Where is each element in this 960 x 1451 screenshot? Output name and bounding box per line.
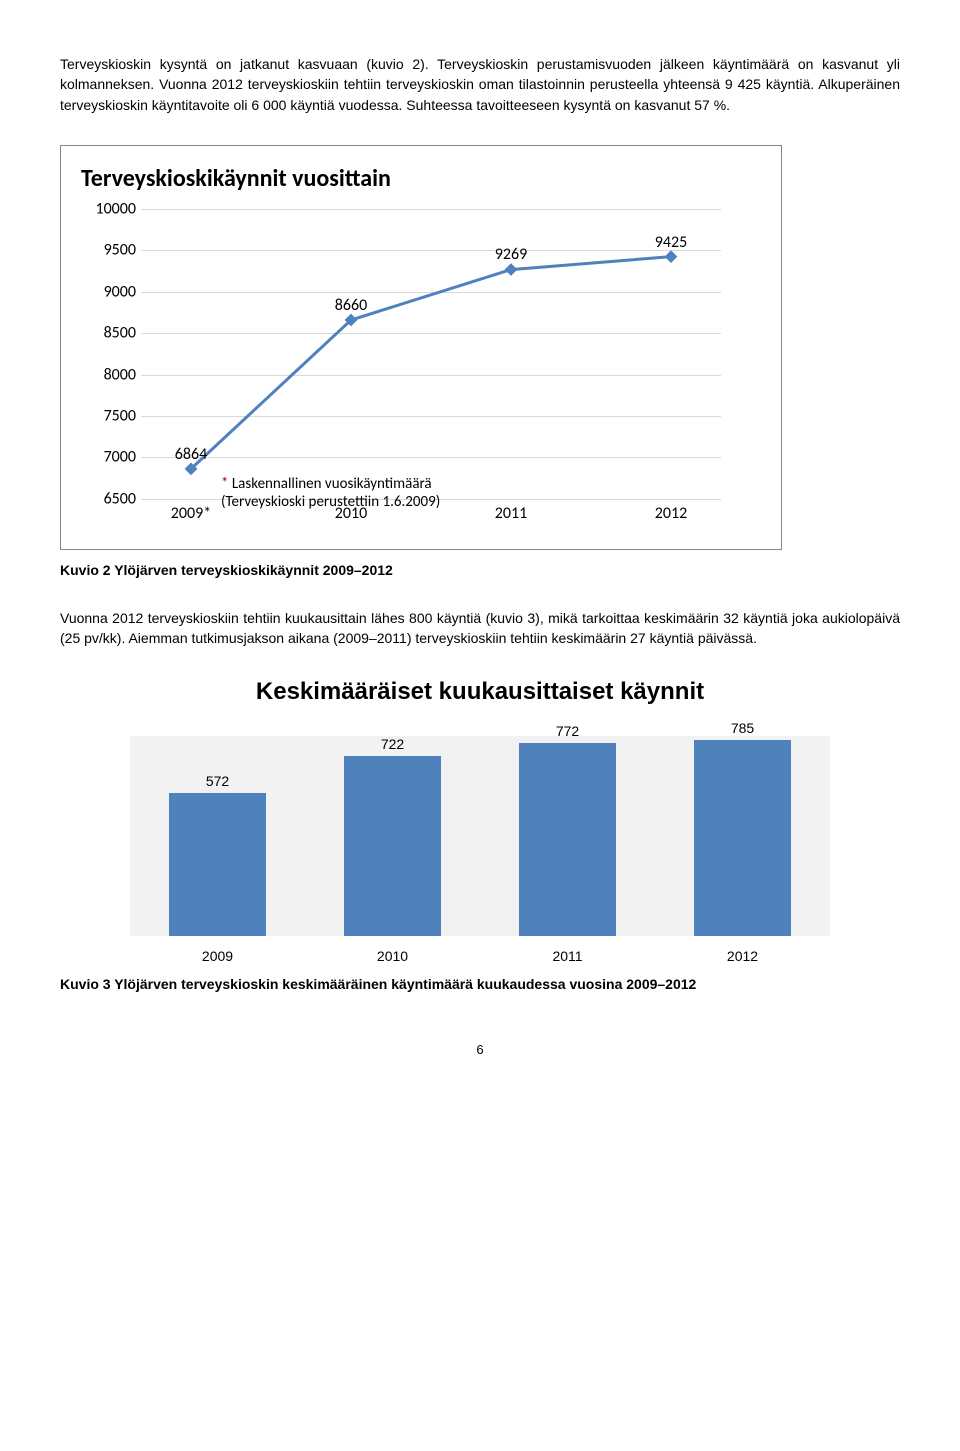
bar: 772 (519, 743, 615, 936)
bar-value-label: 772 (556, 723, 579, 739)
bar-xtick-label: 2012 (727, 948, 758, 964)
ytick-label: 6500 (86, 489, 136, 508)
line-data-label: 8660 (335, 296, 367, 315)
bar-xtick-label: 2009 (202, 948, 233, 964)
ytick-label: 7500 (86, 407, 136, 426)
ytick-label: 10000 (86, 199, 136, 218)
line-chart-footnote: * Laskennallinen vuosikäyntimäärä(Tervey… (221, 475, 440, 511)
bar-value-label: 572 (206, 773, 229, 789)
bar: 722 (344, 756, 440, 937)
bar-value-label: 722 (381, 736, 404, 752)
bar-chart-title: Keskimääräiset kuukausittaiset käynnit (130, 678, 830, 706)
xtick-label: 2012 (655, 504, 687, 523)
figure-2-caption: Kuvio 2 Ylöjärven terveyskioskikäynnit 2… (60, 562, 900, 578)
intro-paragraph-2: Vuonna 2012 terveyskioskiin tehtiin kuuk… (60, 608, 900, 649)
page-number: 6 (60, 1042, 900, 1057)
line-data-label: 9269 (495, 245, 527, 264)
bar-xtick-label: 2010 (377, 948, 408, 964)
intro-paragraph-1: Terveyskioskin kysyntä on jatkanut kasvu… (60, 54, 900, 115)
line-data-label: 9425 (655, 233, 687, 252)
ytick-label: 8000 (86, 365, 136, 384)
ytick-label: 9000 (86, 282, 136, 301)
line-chart-plot: 6500700075008000850090009500100006864866… (141, 209, 721, 499)
line-chart-title: Terveyskioskikäynnit vuosittain (81, 164, 761, 193)
line-chart-area: 6500700075008000850090009500100006864866… (141, 209, 751, 529)
ytick-label: 8500 (86, 324, 136, 343)
line-chart-frame: Terveyskioskikäynnit vuosittain 65007000… (60, 145, 782, 550)
bar-chart-frame: Keskimääräiset kuukausittaiset käynnit 5… (130, 678, 830, 964)
line-data-label: 6864 (175, 445, 207, 464)
ytick-label: 7000 (86, 448, 136, 467)
bar-value-label: 785 (731, 720, 754, 736)
bar: 572 (169, 793, 265, 936)
figure-3-caption: Kuvio 3 Ylöjärven terveyskioskin keskimä… (60, 976, 900, 992)
bar-chart-xaxis: 2009 2010 2011 2012 (130, 944, 830, 964)
xtick-label: 2011 (495, 504, 527, 523)
bar-chart-plot: 572 722 772 785 (130, 736, 830, 936)
bar-xtick-label: 2011 (552, 948, 582, 964)
bar: 785 (694, 740, 790, 936)
ytick-label: 9500 (86, 241, 136, 260)
xtick-label: 2009* (171, 504, 211, 523)
